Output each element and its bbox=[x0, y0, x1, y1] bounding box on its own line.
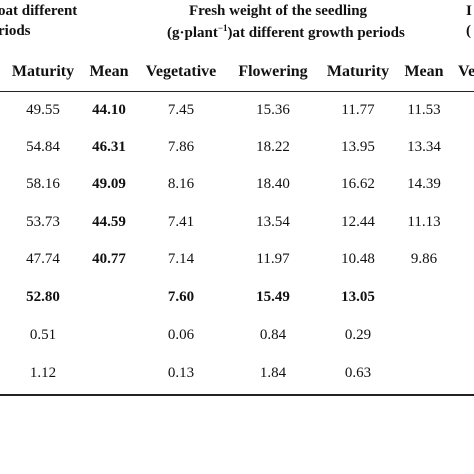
cell-flowering: 18.22 bbox=[256, 139, 290, 155]
cell-maturity-1: 54.84 bbox=[26, 139, 60, 155]
group-header-2-unit: (g·plant bbox=[167, 25, 218, 41]
column-header-mean-1: Mean bbox=[89, 63, 129, 80]
column-header-maturity-2: Maturity bbox=[326, 63, 390, 80]
group-header-1-line-2: riods bbox=[0, 23, 31, 39]
cell-mean-2: 9.86 bbox=[410, 251, 438, 267]
cell-mean-1: 40.77 bbox=[92, 251, 126, 267]
cell-flowering: 0.84 bbox=[259, 327, 287, 343]
cell-maturity-2: 0.63 bbox=[344, 365, 372, 381]
cell-flowering: 11.97 bbox=[256, 251, 290, 267]
cell-flowering: 1.84 bbox=[259, 365, 287, 381]
cell-vegetative: 8.16 bbox=[167, 176, 195, 192]
cell-maturity-2: 13.05 bbox=[341, 289, 375, 305]
cell-vegetative: 7.60 bbox=[167, 289, 195, 305]
cell-maturity-1: 58.16 bbox=[26, 176, 60, 192]
cell-maturity-2: 0.29 bbox=[344, 327, 372, 343]
cell-maturity-2: 10.48 bbox=[341, 251, 375, 267]
cell-mean-2: 11.53 bbox=[407, 102, 441, 118]
header-rule bbox=[0, 91, 474, 92]
cell-flowering: 13.54 bbox=[256, 214, 290, 230]
cell-maturity-1: 1.12 bbox=[29, 365, 57, 381]
group-header-1-line-1: oat different bbox=[0, 3, 78, 19]
cell-maturity-2: 16.62 bbox=[341, 176, 375, 192]
cell-maturity-1: 53.73 bbox=[26, 214, 60, 230]
cell-vegetative: 7.45 bbox=[167, 102, 195, 118]
column-header-flowering: Flowering bbox=[238, 63, 308, 80]
cell-mean-2: 11.13 bbox=[407, 214, 441, 230]
cell-vegetative: 7.14 bbox=[167, 251, 195, 267]
column-header-vegetative: Vegetative bbox=[145, 63, 217, 80]
cell-maturity-2: 12.44 bbox=[341, 214, 375, 230]
cell-maturity-2: 11.77 bbox=[341, 102, 375, 118]
cell-mean-2: 13.34 bbox=[407, 139, 441, 155]
column-header-mean-2: Mean bbox=[404, 63, 444, 80]
cell-flowering: 18.40 bbox=[256, 176, 290, 192]
group-header-3-line-1: I bbox=[466, 3, 472, 19]
cell-maturity-1: 47.74 bbox=[26, 251, 60, 267]
group-header-2-suffix: )at different growth periods bbox=[227, 25, 405, 41]
group-header-3-line-2: ( bbox=[466, 23, 471, 39]
cell-mean-1: 49.09 bbox=[92, 176, 126, 192]
group-header-2-unit-exponent: −1 bbox=[217, 23, 228, 33]
cell-flowering: 15.36 bbox=[256, 102, 290, 118]
column-header-vegetative-2: Ve bbox=[458, 63, 474, 80]
cell-flowering: 15.49 bbox=[256, 289, 290, 305]
cell-vegetative: 7.41 bbox=[167, 214, 195, 230]
cell-maturity-1: 0.51 bbox=[29, 327, 57, 343]
cell-maturity-1: 49.55 bbox=[26, 102, 60, 118]
cell-mean-1: 44.59 bbox=[92, 214, 126, 230]
cell-mean-1: 44.10 bbox=[92, 102, 126, 118]
cell-vegetative: 0.13 bbox=[167, 365, 195, 381]
cell-mean-2: 14.39 bbox=[407, 176, 441, 192]
cell-vegetative: 0.06 bbox=[167, 327, 195, 343]
cell-maturity-2: 13.95 bbox=[341, 139, 375, 155]
cell-vegetative: 7.86 bbox=[167, 139, 195, 155]
group-header-2-line-2: (g·plant−1)at different growth periods bbox=[167, 24, 405, 41]
column-header-maturity-1: Maturity bbox=[11, 63, 75, 80]
cell-mean-1: 46.31 bbox=[92, 139, 126, 155]
bottom-rule bbox=[0, 394, 474, 396]
group-header-2-line-1: Fresh weight of the seedling bbox=[189, 3, 368, 19]
cell-maturity-1: 52.80 bbox=[26, 289, 60, 305]
